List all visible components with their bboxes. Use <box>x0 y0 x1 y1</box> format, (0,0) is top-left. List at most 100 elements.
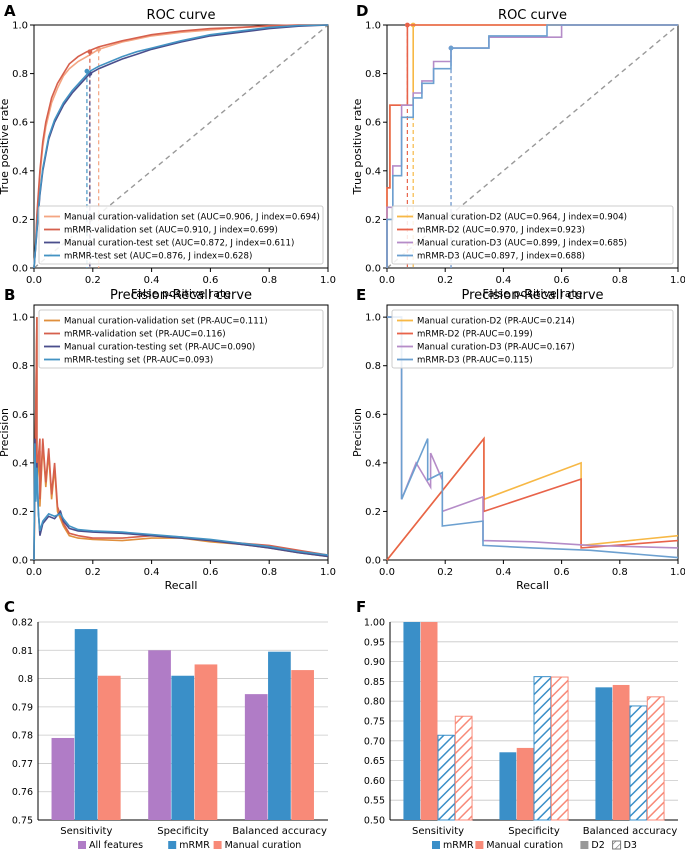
y-tick-label: 0.8 <box>12 361 28 372</box>
y-tick-label: 0.2 <box>365 507 381 518</box>
threshold-point <box>84 68 90 74</box>
x-tick-label: 1.0 <box>320 275 336 286</box>
chart-title: ROC curve <box>498 8 567 23</box>
panel-label-d: D <box>356 2 368 20</box>
y-tick-label: 0.79 <box>12 702 33 713</box>
legend-box <box>38 205 324 265</box>
legend-entry: Manual curation-validation set (AUC=0.90… <box>64 213 320 223</box>
y-tick-label: 0.4 <box>365 166 381 177</box>
y-tick-label: 1.0 <box>365 21 381 32</box>
bar <box>533 676 552 821</box>
plot-frame <box>33 24 329 269</box>
x-tick-label: 0.2 <box>437 567 453 578</box>
panel-label-c: C <box>4 598 15 616</box>
x-tick-label: 0.4 <box>144 275 160 286</box>
legend-box <box>391 309 674 369</box>
y-tick-label: 0.76 <box>12 787 33 798</box>
x-tick-label: 0.0 <box>379 275 395 286</box>
x-tick-label: 0.2 <box>437 275 453 286</box>
bar <box>148 650 171 820</box>
plot-frame <box>33 304 329 561</box>
bar <box>629 705 648 821</box>
legend-entry: Manual curation-D3 (AUC=0.899, J index=0… <box>417 239 627 249</box>
bar <box>291 670 314 820</box>
x-tick-label: 0.4 <box>495 567 511 578</box>
y-tick-label: 0.8 <box>365 69 381 80</box>
y-tick-label: 0.0 <box>12 264 28 275</box>
y-tick-label: 0.90 <box>364 657 385 668</box>
threshold-point <box>404 22 410 28</box>
bar <box>550 676 569 821</box>
bar <box>74 629 98 820</box>
y-tick-label: 0.0 <box>365 556 381 567</box>
legend-entry: Manual curation-D2 (AUC=0.964, J index=0… <box>417 213 627 223</box>
x-tick-label: 0.4 <box>144 567 160 578</box>
legend-entry: mRMR-testing set (PR-AUC=0.093) <box>64 356 213 366</box>
bar <box>171 675 195 820</box>
x-tick-label: 0.2 <box>85 275 101 286</box>
bar <box>403 622 421 820</box>
x-tick-label: 1.0 <box>320 567 336 578</box>
bar <box>97 675 121 820</box>
y-tick-label: 1.00 <box>364 618 385 629</box>
x-tick-label: Specificity <box>508 826 560 837</box>
y-tick-label: 0.4 <box>12 166 28 177</box>
x-tick-label: 0.8 <box>612 567 628 578</box>
chart-title: ROC curve <box>147 8 216 23</box>
y-tick-label: 0.80 <box>364 697 385 708</box>
legend-entry: mRMR-validation set (AUC=0.910, J index=… <box>64 226 278 236</box>
legend-swatch <box>612 840 622 850</box>
x-tick-label: Balanced accuracy <box>583 826 678 837</box>
y-tick-label: 1.0 <box>365 313 381 324</box>
legend-swatch <box>213 841 222 849</box>
y-tick-label: 0.8 <box>12 69 28 80</box>
x-tick-label: 0.0 <box>26 567 42 578</box>
bar <box>612 684 630 820</box>
y-axis-label: Precision <box>351 408 364 457</box>
series-line <box>386 436 679 561</box>
legend-entry: mRMR-validation set (PR-AUC=0.116) <box>64 330 226 340</box>
y-tick-label: 0.2 <box>365 215 381 226</box>
bar <box>420 622 438 820</box>
legend-entry: mRMR-test set (AUC=0.876, J index=0.628) <box>64 252 252 262</box>
legend-entry: mRMR-D3 (AUC=0.897, J index=0.688) <box>417 252 585 262</box>
bar <box>194 664 218 820</box>
legend-entry: Manual curation <box>225 840 302 851</box>
series-line <box>33 443 329 561</box>
y-tick-label: 0.85 <box>364 677 385 688</box>
y-tick-label: 0.55 <box>364 796 385 807</box>
series-line <box>386 24 678 268</box>
series-line <box>33 24 328 269</box>
legend-entry: Manual curation-validation set (PR-AUC=0… <box>64 317 268 327</box>
legend-swatch <box>475 841 484 849</box>
plot-frame <box>386 304 679 561</box>
legend-entry: D2 <box>591 840 604 851</box>
y-tick-label: 0.6 <box>365 118 381 129</box>
bar <box>595 687 613 820</box>
x-tick-label: Sensitivity <box>412 826 464 837</box>
y-axis-label: Precision <box>0 408 11 457</box>
legend-entry: D3 <box>624 840 637 851</box>
y-tick-label: 0.4 <box>365 458 381 469</box>
panel-e: Precision-Recall curve 0.0 0.2 0.4 0.6 0.8 1.0… <box>351 288 685 592</box>
x-tick-label: 0.8 <box>612 275 628 286</box>
legend-box <box>391 205 674 265</box>
y-tick-label: 0.4 <box>12 458 28 469</box>
threshold-point <box>87 49 93 55</box>
legend-entry: All features <box>89 840 143 851</box>
y-tick-label: 0.77 <box>12 759 33 770</box>
panel-b: Precision-Recall curve 0.0 0.2 0.4 0.6 0.8 1.0… <box>0 288 336 592</box>
threshold-point <box>448 45 454 51</box>
y-tick-label: 1.0 <box>12 313 28 324</box>
panel-label-f: F <box>356 598 366 616</box>
y-tick-label: 0.70 <box>364 736 385 747</box>
legend-box <box>38 309 324 369</box>
panel-label-a: A <box>4 2 16 20</box>
x-axis-label: False positive rate <box>131 287 231 300</box>
legend-entry: Manual curation <box>486 840 563 851</box>
legend-swatch <box>168 841 177 849</box>
legend-entry: Manual curation-D3 (PR-AUC=0.167) <box>417 343 575 353</box>
x-tick-label: 0.2 <box>85 567 101 578</box>
legend-swatch <box>432 841 440 849</box>
